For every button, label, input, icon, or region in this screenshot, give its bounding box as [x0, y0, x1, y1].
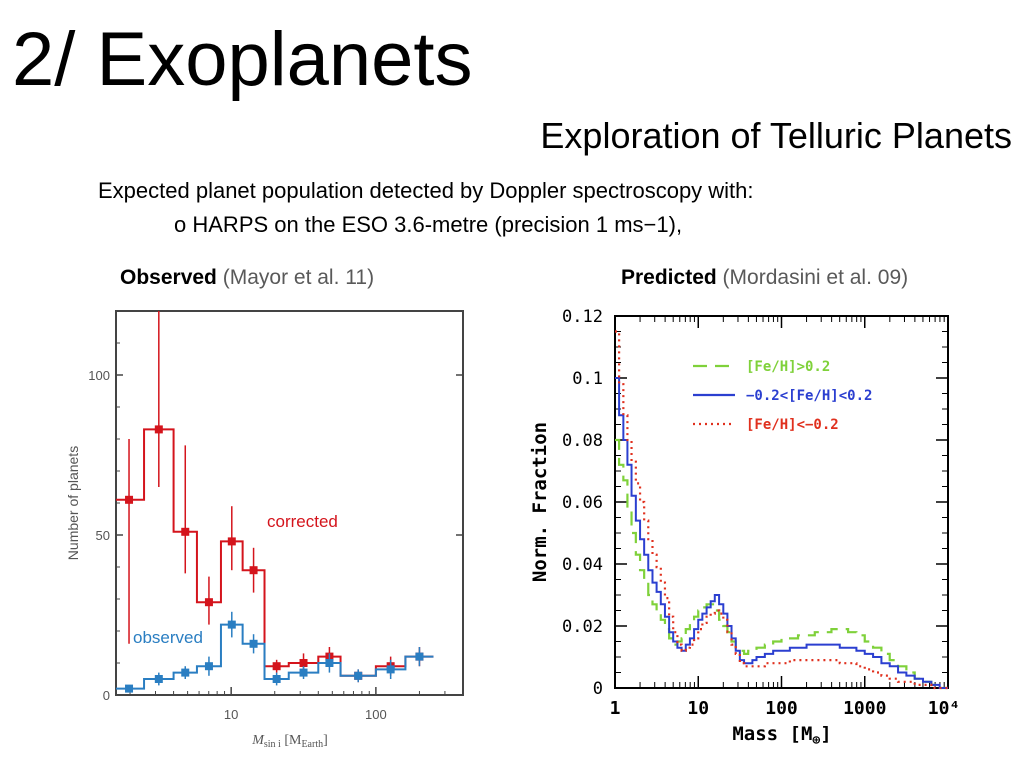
corrected-annotation: corrected: [267, 512, 338, 531]
observed-point: [299, 668, 308, 677]
predicted-histogram-chart: 0 0.02 0.04 0.06 0.08 0.1 0.12 1 10 100 1000 10⁴ [F…: [529, 307, 960, 748]
corrected-point: [125, 495, 134, 504]
observed-step-line: [116, 623, 434, 690]
left-series-group: [116, 311, 434, 693]
bullet-marker: o: [174, 212, 187, 237]
observed-point: [181, 668, 190, 677]
right-y-tick-label: 0.02: [562, 617, 603, 637]
slide-subtitle: Exploration of Telluric Planets: [540, 115, 1012, 156]
left-x-tick-label: 100: [365, 707, 387, 722]
right-series-group: [615, 330, 948, 690]
observed-point: [354, 671, 363, 680]
observed-point: [125, 684, 134, 693]
right-x-tick-label: 10⁴: [928, 698, 961, 719]
left-y-tick-label: 100: [88, 368, 110, 383]
left-x-axis-label: Msin i [MEarth]: [251, 733, 328, 750]
dotted-series-line: [615, 330, 948, 690]
corrected-point: [181, 527, 190, 536]
right-caption-ref: (Mordasini et al. 09): [722, 266, 909, 289]
corrected-point: [227, 537, 236, 546]
corrected-point: [272, 662, 281, 671]
right-chart-caption: Predicted (Mordasini et al. 09): [621, 266, 908, 290]
right-y-tick-label: 0.12: [562, 307, 603, 327]
legend-label: [Fe/H]<−0.2: [746, 417, 839, 433]
observed-annotation: observed: [133, 628, 203, 647]
right-x-tick-label: 1: [610, 698, 621, 719]
observed-point: [386, 665, 395, 674]
left-y-tick-label: 50: [96, 528, 110, 543]
left-y-tick-label: 0: [103, 688, 110, 703]
left-y-axis-label: Number of planets: [65, 446, 81, 560]
left-x-tick-label: 10: [224, 707, 238, 722]
right-x-tick-label: 100: [765, 698, 798, 719]
observed-point: [154, 675, 163, 683]
right-y-tick-label: 0.08: [562, 431, 603, 451]
right-x-tick-label: 1000: [843, 698, 886, 719]
observed-point: [227, 620, 236, 629]
right-caption-bold: Predicted: [621, 266, 717, 289]
solid-series-line: [615, 377, 948, 689]
left-caption-bold: Observed: [120, 266, 217, 289]
left-chart-caption: Observed (Mayor et al. 11): [120, 266, 374, 290]
corrected-point: [204, 598, 213, 607]
right-x-tick-label: 10: [687, 698, 709, 719]
observed-point: [204, 662, 213, 671]
observed-histogram-chart: 0 50 100 10 100 Number of planets Msin i [ME…: [65, 310, 464, 750]
right-y-tick-label: 0: [593, 679, 603, 699]
right-y-tick-label: 0.04: [562, 555, 603, 575]
right-y-tick-label: 0.06: [562, 493, 603, 513]
observed-point: [325, 659, 334, 667]
right-x-axis-label: Mass [M⊕]: [732, 723, 831, 748]
legend-label: [Fe/H]>0.2: [746, 359, 830, 375]
right-y-tick-label: 0.1: [572, 369, 603, 389]
description-text: Expected planet population detected by D…: [98, 178, 754, 203]
slide-title: 2/ Exoplanets: [12, 17, 473, 102]
left-axes: 0 50 100 10 100: [88, 342, 463, 722]
right-legend: [Fe/H]>0.2 −0.2<[Fe/H]<0.2 [Fe/H]<−0.2: [693, 359, 872, 433]
corrected-point: [249, 566, 258, 575]
corrected-point: [154, 425, 163, 434]
corrected-point: [299, 659, 308, 667]
observed-point: [415, 652, 424, 661]
bullet-text: HARPS on the ESO 3.6-metre (precision 1 …: [192, 212, 683, 237]
right-axes: 0 0.02 0.04 0.06 0.08 0.1 0.12 1 10 100 1000 10⁴: [562, 307, 960, 719]
legend-label: −0.2<[Fe/H]<0.2: [746, 388, 872, 404]
bullet-item: o HARPS on the ESO 3.6-metre (precision …: [174, 212, 682, 238]
dashed-series-line: [615, 438, 948, 690]
left-caption-ref: (Mayor et al. 11): [222, 266, 375, 289]
right-y-axis-label: Norm. Fraction: [529, 422, 551, 582]
observed-point: [272, 675, 281, 683]
observed-point: [249, 639, 258, 648]
